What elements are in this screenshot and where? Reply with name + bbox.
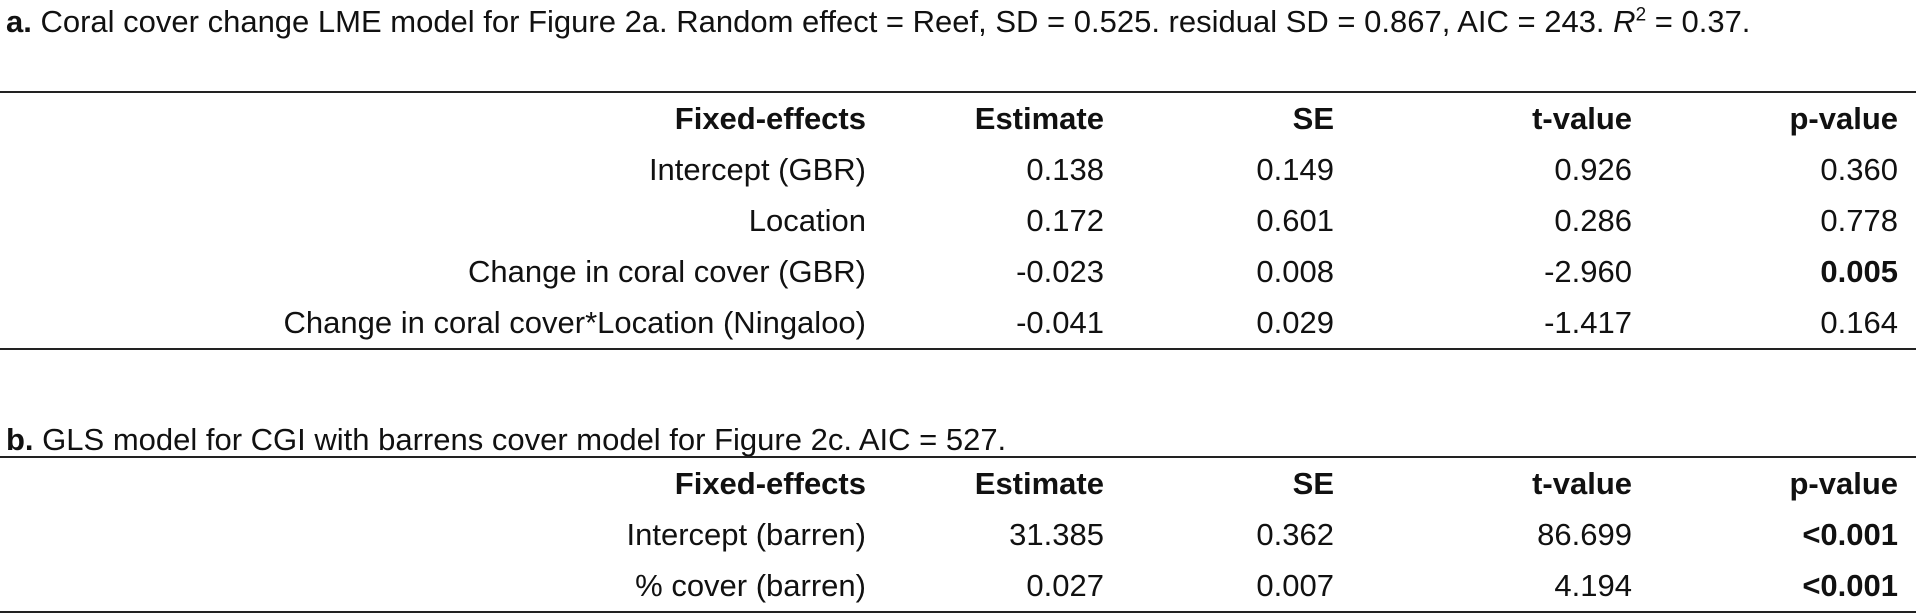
t-value-cell: 4.194 — [1554, 568, 1632, 603]
header-estimate: Estimate — [974, 466, 1104, 501]
table-row: Location 0.172 0.601 0.286 0.778 — [0, 195, 1916, 246]
se-cell: 0.149 — [1256, 152, 1334, 187]
header-estimate: Estimate — [974, 101, 1104, 136]
t-value-cell: 86.699 — [1537, 517, 1632, 552]
r-squared-value: = 0.37. — [1646, 4, 1751, 39]
se-cell: 0.362 — [1256, 517, 1334, 552]
header-fixed-effects: Fixed-effects — [674, 466, 866, 501]
table-row: Change in coral cover*Location (Ningaloo… — [0, 297, 1916, 349]
header-se: SE — [1292, 466, 1334, 501]
header-p-value: p-value — [1789, 466, 1898, 501]
table-row: Intercept (barren) 31.385 0.362 86.699 <… — [0, 509, 1916, 560]
header-fixed-effects: Fixed-effects — [674, 101, 866, 136]
table-a: Fixed-effects Estimate SE t-value p-valu… — [0, 91, 1916, 350]
header-se: SE — [1292, 101, 1334, 136]
header-t-value: t-value — [1532, 101, 1632, 136]
table-b-label: b. — [6, 422, 34, 457]
header-t-value: t-value — [1532, 466, 1632, 501]
table-row: Intercept (GBR) 0.138 0.149 0.926 0.360 — [0, 144, 1916, 195]
header-p-value: p-value — [1789, 101, 1898, 136]
estimate-cell: 0.027 — [1026, 568, 1104, 603]
r-squared-symbol: R — [1613, 4, 1636, 39]
r-squared-exponent: 2 — [1635, 4, 1647, 26]
se-cell: 0.007 — [1256, 568, 1334, 603]
se-cell: 0.008 — [1256, 254, 1334, 289]
p-value-cell: 0.360 — [1820, 152, 1898, 187]
table-b: Fixed-effects Estimate SE t-value p-valu… — [0, 456, 1916, 613]
t-value-cell: -1.417 — [1544, 305, 1632, 340]
p-value-cell-significant: <0.001 — [1802, 568, 1898, 603]
estimate-cell: 31.385 — [1009, 517, 1104, 552]
t-value-cell: 0.286 — [1554, 203, 1632, 238]
p-value-cell: 0.164 — [1820, 305, 1898, 340]
estimate-cell: 0.138 — [1026, 152, 1104, 187]
table-b-caption-text: GLS model for CGI with barrens cover mod… — [33, 422, 1007, 457]
term-cell: Intercept (GBR) — [648, 152, 866, 187]
term-cell: Location — [748, 203, 866, 238]
term-cell: Change in coral cover*Location (Ningaloo… — [283, 305, 866, 340]
table-b-caption: b. GLS model for CGI with barrens cover … — [6, 418, 1906, 461]
table-header-row: Fixed-effects Estimate SE t-value p-valu… — [0, 457, 1916, 509]
table-a-caption-text: Coral cover change LME model for Figure … — [31, 4, 1614, 39]
table-row: Change in coral cover (GBR) -0.023 0.008… — [0, 246, 1916, 297]
table-a-label: a. — [6, 4, 32, 39]
t-value-cell: 0.926 — [1554, 152, 1632, 187]
table-a-caption: a. Coral cover change LME model for Figu… — [6, 0, 1906, 43]
term-cell: Change in coral cover (GBR) — [468, 254, 866, 289]
t-value-cell: -2.960 — [1544, 254, 1632, 289]
p-value-cell-significant: <0.001 — [1802, 517, 1898, 552]
se-cell: 0.601 — [1256, 203, 1334, 238]
p-value-cell: 0.778 — [1820, 203, 1898, 238]
estimate-cell: 0.172 — [1026, 203, 1104, 238]
term-cell: Intercept (barren) — [626, 517, 867, 552]
term-cell: % cover (barren) — [635, 568, 866, 603]
table-header-row: Fixed-effects Estimate SE t-value p-valu… — [0, 92, 1916, 144]
estimate-cell: -0.023 — [1016, 254, 1104, 289]
se-cell: 0.029 — [1256, 305, 1334, 340]
table-row: % cover (barren) 0.027 0.007 4.194 <0.00… — [0, 560, 1916, 612]
estimate-cell: -0.041 — [1016, 305, 1104, 340]
p-value-cell-significant: 0.005 — [1820, 254, 1898, 289]
